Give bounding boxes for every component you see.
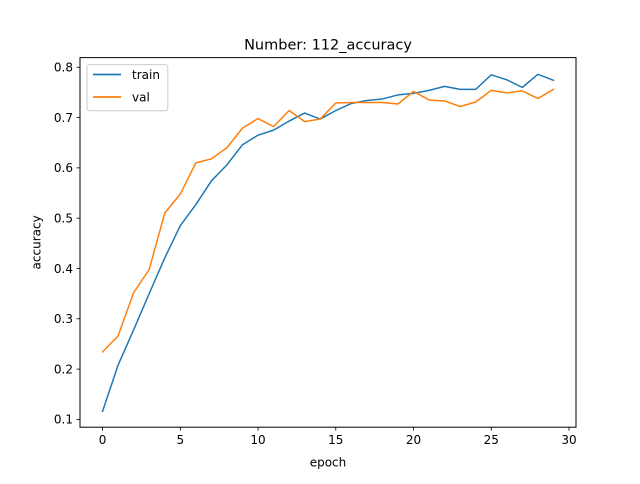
x-tick-label: 0 [99, 433, 107, 447]
y-tick-label: 0.3 [54, 312, 73, 326]
x-tick-label: 15 [328, 433, 343, 447]
y-tick-label: 0.6 [54, 161, 73, 175]
y-tick-label: 0.2 [54, 362, 73, 376]
y-tick-label: 0.5 [54, 211, 73, 225]
chart-title: Number: 112_accuracy [244, 38, 412, 54]
x-tick-label: 25 [484, 433, 499, 447]
x-axis-label: epoch [310, 456, 347, 470]
series-lines [101, 73, 555, 413]
y-axis-label: accuracy [30, 215, 44, 269]
x-tick-label: 20 [406, 433, 421, 447]
plot-area [80, 57, 576, 428]
legend: train val [86, 64, 169, 112]
plot-frame [79, 57, 577, 428]
y-tick-label: 0.8 [54, 61, 73, 75]
series-line-val [101, 88, 555, 354]
y-tick-label: 0.7 [54, 111, 73, 125]
y-tick-label: 0.4 [54, 262, 73, 276]
x-tick-label: 5 [176, 433, 184, 447]
x-tick-label: 30 [561, 433, 576, 447]
legend-label-train: train [132, 68, 160, 82]
series-line-train [101, 73, 555, 413]
y-axis-ticks: 0.1 0.2 0.3 0.4 0.5 0.6 0.7 0.8 [54, 61, 80, 427]
x-tick-label: 10 [250, 433, 265, 447]
legend-label-val: val [132, 91, 150, 105]
legend-box [86, 64, 169, 112]
y-tick-label: 0.1 [54, 413, 73, 427]
x-axis-ticks: 0 5 10 15 20 25 30 [99, 427, 577, 447]
